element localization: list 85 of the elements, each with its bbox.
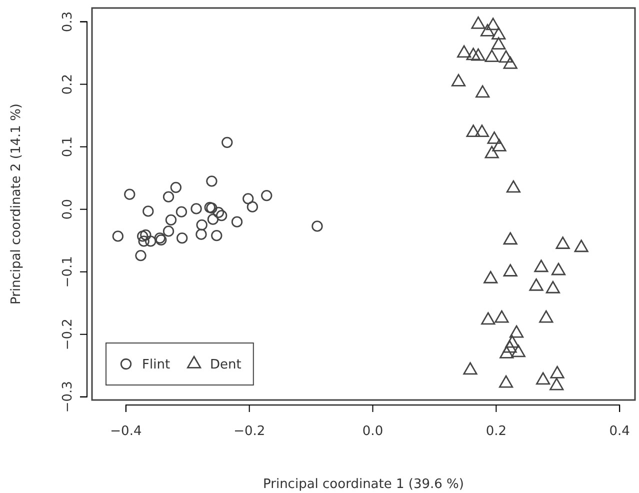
y-tick-label: −0.2 (60, 318, 76, 350)
point (207, 214, 219, 225)
point (140, 229, 152, 241)
legend-label: Flint (142, 358, 170, 373)
point (457, 45, 472, 58)
point (484, 270, 498, 284)
point (165, 214, 177, 226)
point (312, 220, 323, 232)
x-tick-label: 0.4 (609, 424, 630, 440)
point (503, 264, 518, 276)
point (546, 280, 560, 294)
point (196, 228, 207, 240)
point (502, 340, 517, 353)
y-tick-label: 0.3 (60, 11, 76, 32)
point (498, 375, 514, 388)
x-tick-label: 0.0 (362, 424, 384, 440)
point (170, 182, 182, 194)
point (505, 335, 520, 348)
x-axis-title: Principal coordinate 1 (39.6 %) (263, 477, 464, 492)
point (222, 136, 233, 148)
point (539, 310, 554, 323)
point (112, 230, 124, 242)
point (463, 362, 478, 375)
point (492, 139, 506, 152)
point (500, 346, 514, 358)
x-tick-label: 0.2 (486, 424, 507, 440)
point (498, 50, 514, 63)
point (176, 206, 188, 218)
point (261, 190, 272, 202)
point (231, 216, 243, 228)
point (484, 50, 499, 62)
point (190, 203, 202, 214)
point (481, 312, 496, 325)
point (484, 146, 499, 158)
x-tick-label: −0.2 (234, 424, 266, 440)
point (509, 325, 524, 338)
point (216, 210, 228, 222)
point (503, 232, 518, 245)
point (492, 37, 506, 50)
point (145, 236, 156, 247)
point (211, 230, 222, 242)
point (480, 24, 495, 36)
y-tick-label: 0.1 (60, 136, 76, 158)
point (124, 188, 136, 200)
point (176, 232, 188, 244)
point (162, 226, 174, 237)
point (486, 18, 500, 30)
point (471, 16, 486, 29)
point (494, 310, 509, 323)
point (476, 85, 490, 98)
point (474, 124, 490, 138)
y-tick-label: −0.1 (60, 256, 76, 288)
point (551, 262, 566, 276)
point (503, 56, 518, 69)
point (138, 236, 150, 247)
point (206, 176, 218, 187)
point (529, 278, 544, 291)
point (511, 344, 526, 358)
x-tick-label: −0.4 (110, 424, 142, 440)
point (574, 240, 588, 252)
point (471, 48, 486, 61)
point (196, 219, 208, 231)
point (242, 193, 254, 204)
point (534, 260, 548, 272)
point (142, 206, 154, 217)
point (487, 132, 502, 144)
point (451, 74, 466, 86)
point (492, 27, 506, 40)
point (550, 366, 564, 378)
y-axis-title: Principal coordinate 2 (14.1 %) (9, 104, 24, 304)
point (135, 250, 146, 262)
point (550, 378, 564, 390)
point (246, 201, 258, 212)
legend-label: Dent (210, 358, 242, 373)
point (536, 372, 550, 385)
point (506, 180, 520, 193)
point (466, 124, 480, 138)
point (466, 48, 480, 60)
point (212, 206, 224, 218)
y-tick-label: −0.3 (60, 381, 76, 413)
point (556, 236, 570, 249)
point (162, 191, 174, 202)
point (137, 230, 148, 242)
y-tick-label: 0.2 (60, 74, 76, 95)
y-tick-label: 0.0 (60, 198, 76, 220)
